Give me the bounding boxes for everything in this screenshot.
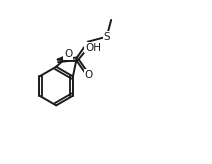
Text: O: O	[85, 70, 93, 80]
Text: OH: OH	[85, 43, 101, 53]
Text: O: O	[64, 49, 72, 59]
Text: S: S	[103, 32, 110, 42]
